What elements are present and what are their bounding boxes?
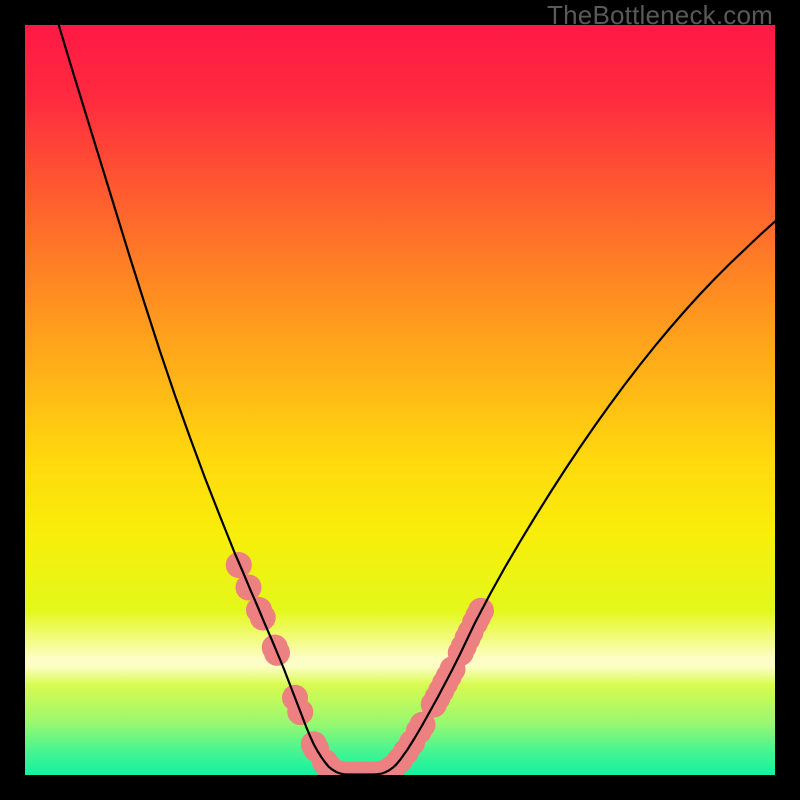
chart-container: TheBottleneck.com — [0, 0, 800, 800]
gradient-background — [25, 25, 775, 775]
bottleneck-chart — [0, 0, 800, 800]
watermark-text: TheBottleneck.com — [547, 0, 773, 31]
